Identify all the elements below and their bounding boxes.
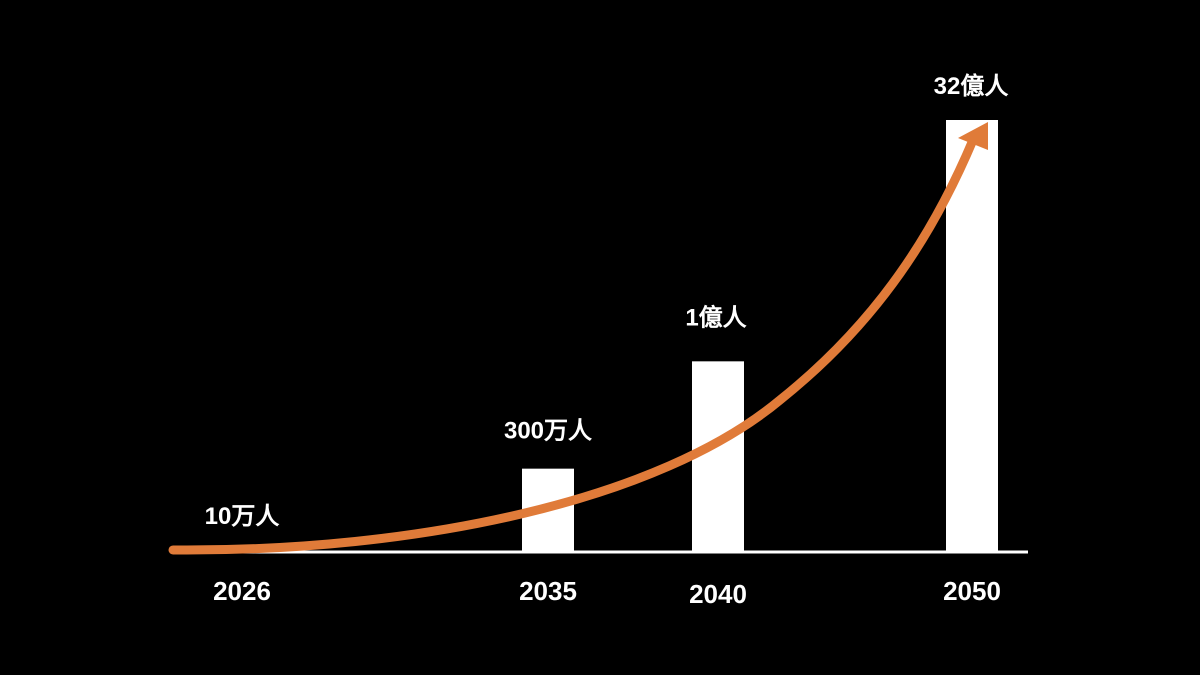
data-label-2035: 300万人	[504, 418, 592, 445]
trend-arrowhead	[958, 122, 988, 150]
data-label-2026: 10万人	[205, 503, 280, 530]
x-tick-label-2050: 2050	[943, 576, 1001, 606]
data-label-2040: 1億人	[685, 303, 746, 331]
labels-layer: 10万人 2026 300万人 2035 1億人 2040 32億人 2050	[205, 72, 1009, 609]
x-tick-label-2026: 2026	[213, 576, 271, 606]
x-tick-label-2035: 2035	[519, 576, 577, 606]
data-label-2050: 32億人	[934, 72, 1009, 100]
bar-2050	[946, 120, 998, 552]
bars-layer	[522, 120, 998, 552]
x-tick-label-2040: 2040	[689, 579, 747, 609]
bar-2040	[692, 361, 744, 552]
trend-arrow	[168, 135, 978, 555]
